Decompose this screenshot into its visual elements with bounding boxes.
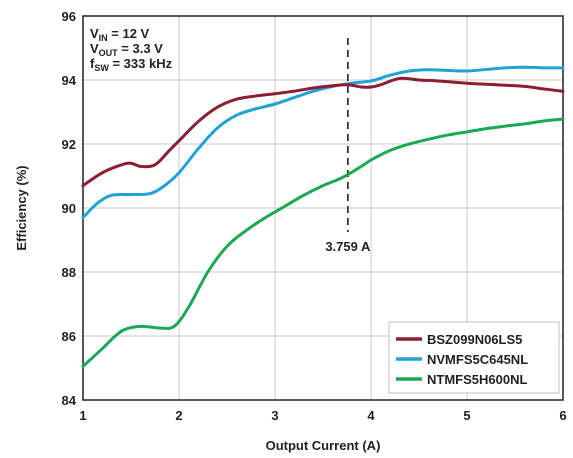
y-tick-label: 88 <box>62 265 76 280</box>
condition-out: VOUT = 3.3 V <box>90 41 163 58</box>
series-line-nvmfs5c645nl <box>81 65 565 220</box>
annotation-label: 3.759 A <box>325 239 371 254</box>
x-tick-label: 5 <box>463 408 470 423</box>
y-tick-label: 96 <box>62 9 76 24</box>
y-tick-label: 94 <box>62 73 77 88</box>
condition-in: VIN = 12 V <box>90 26 150 43</box>
legend-label-ntmfs5h600nl: NTMFS5H600NL <box>427 372 527 387</box>
axis-ticks: 1 2 3 4 5 6 84 86 88 90 92 94 96 <box>62 9 567 423</box>
legend: BSZ099N06LS5 NVMFS5C645NL NTMFS5H600NL <box>388 321 560 394</box>
legend-label-nvmfs5c645nl: NVMFS5C645NL <box>427 352 528 367</box>
series-line-ntmfs5h600nl <box>81 117 565 368</box>
x-tick-label: 4 <box>367 408 375 423</box>
condition-sw: fSW = 333 kHz <box>90 56 173 73</box>
y-axis-label: Efficiency (%) <box>14 165 29 250</box>
legend-label-bsz099n06ls5: BSZ099N06LS5 <box>427 332 522 347</box>
y-tick-label: 84 <box>62 393 77 408</box>
x-tick-label: 1 <box>79 408 86 423</box>
y-tick-label: 90 <box>62 201 76 216</box>
series-group <box>81 65 565 368</box>
x-tick-label: 6 <box>559 408 566 423</box>
annotation-group: 3.759 A <box>325 38 371 254</box>
y-tick-label: 92 <box>62 137 76 152</box>
x-tick-label: 2 <box>175 408 182 423</box>
y-tick-label: 86 <box>62 329 76 344</box>
x-tick-label: 3 <box>271 408 278 423</box>
series-line-bsz099n06ls5 <box>81 76 565 188</box>
x-axis-label: Output Current (A) <box>266 438 381 453</box>
plot-frame <box>82 15 564 401</box>
